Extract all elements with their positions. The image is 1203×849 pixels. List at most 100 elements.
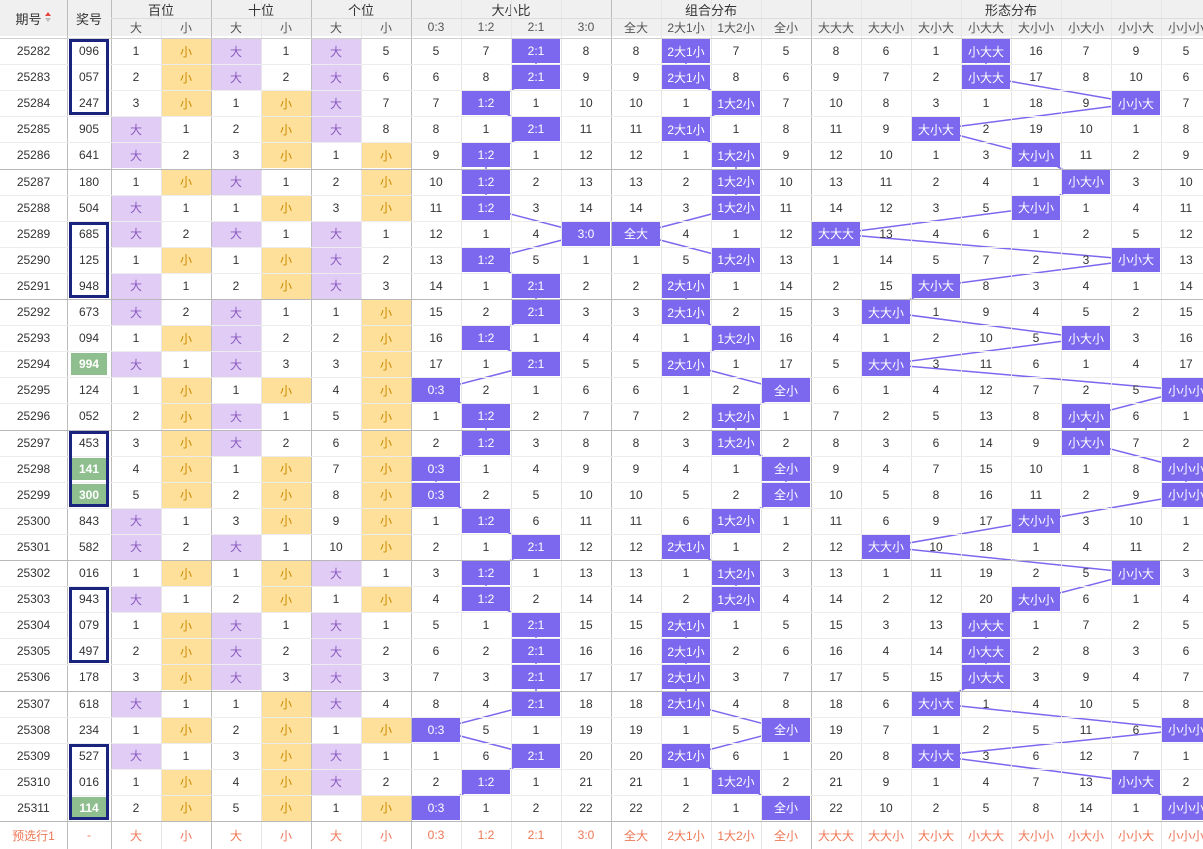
trend-cell: 1大2小 xyxy=(712,769,760,794)
trend-cell: 小大大 xyxy=(962,39,1010,64)
trend-cell: 1 xyxy=(232,252,240,267)
trend-cell: 小 xyxy=(161,664,211,691)
trend-cell: 1 xyxy=(482,539,490,554)
preselect-option[interactable]: 全小 xyxy=(773,828,798,843)
trend-cell: 14 xyxy=(1179,278,1193,293)
preselect-option[interactable]: 大大大 xyxy=(817,828,854,843)
trend-cell: 17 xyxy=(979,513,993,528)
preselect-option[interactable]: 大小大 xyxy=(917,828,954,843)
trend-cell: 5 xyxy=(532,252,540,267)
prize-number-cell: 497 xyxy=(78,644,100,659)
trend-cell: 3 xyxy=(382,670,390,685)
trend-cell: 小 xyxy=(261,690,311,717)
preselect-option[interactable]: 2大1小 xyxy=(667,828,705,843)
preselect-option[interactable]: 1:2 xyxy=(477,828,495,842)
period-cell: 25307 xyxy=(16,696,51,711)
trend-cell: 6 xyxy=(632,383,640,398)
trend-cell: 1 xyxy=(1082,200,1090,215)
trend-cell: 9 xyxy=(782,148,790,163)
trend-cell: 3 xyxy=(532,435,540,450)
trend-cell: 2 xyxy=(382,774,390,789)
trend-cell: 9 xyxy=(1032,435,1040,450)
sub-header-6: 0:3 xyxy=(411,18,461,36)
preselect-option[interactable]: 1大2小 xyxy=(717,828,755,843)
preselect-option[interactable]: 大 xyxy=(129,828,142,843)
preselect-option[interactable]: 0:3 xyxy=(427,828,445,842)
trend-cell: 8 xyxy=(982,278,990,293)
trend-cell: 1 xyxy=(1032,618,1040,633)
sub-header-12: 1大2小 xyxy=(711,18,761,36)
trend-cell: 15 xyxy=(829,618,843,633)
preselect-option[interactable]: 小 xyxy=(379,828,392,843)
trend-cell: 6 xyxy=(682,513,690,528)
trend-cell: 10 xyxy=(329,539,343,554)
trend-cell: 大 xyxy=(111,586,161,613)
preselect-option[interactable]: 小小小 xyxy=(1167,828,1203,843)
grid-divider xyxy=(911,0,912,849)
preselect-option[interactable]: 大大小 xyxy=(867,828,904,843)
prize-number-cell: 016 xyxy=(78,774,100,789)
preselect-option[interactable]: 小小大 xyxy=(1117,828,1154,843)
trend-cell: 2:1 xyxy=(512,300,560,325)
sub-header-8: 2:1 xyxy=(511,18,561,36)
trend-cell: 6 xyxy=(832,383,840,398)
trend-cell: 1 xyxy=(482,461,490,476)
trend-cell: 6 xyxy=(882,513,890,528)
trend-cell: 8 xyxy=(632,435,640,450)
preselect-option[interactable]: 小 xyxy=(179,828,192,843)
period-cell: 25310 xyxy=(16,774,51,789)
preselect-option[interactable]: 全大 xyxy=(623,828,648,843)
period-header[interactable]: 期号 xyxy=(0,0,67,36)
preselect-option[interactable]: 大小小 xyxy=(1017,828,1054,843)
grid-divider xyxy=(0,743,1203,744)
trend-cell: 大小大 xyxy=(912,273,960,298)
trend-cell: 1:2 xyxy=(462,769,510,794)
trend-cell: 18 xyxy=(1029,96,1043,111)
trend-cell: 4 xyxy=(532,226,540,241)
trend-cell: 5 xyxy=(782,44,790,59)
grid-divider xyxy=(0,169,1203,170)
trend-cell: 16 xyxy=(629,644,643,659)
trend-cell: 13 xyxy=(629,566,643,581)
trend-cell: 1 xyxy=(1032,539,1040,554)
prize-number-cell: 178 xyxy=(78,670,100,685)
preselect-label[interactable]: 预选行1 xyxy=(12,828,55,843)
trend-cell: 14 xyxy=(779,278,793,293)
trend-cell: 5 xyxy=(1132,383,1140,398)
preselect-option[interactable]: 大 xyxy=(229,828,242,843)
prize-number-cell: 905 xyxy=(78,122,100,137)
trend-cell: 大 xyxy=(111,272,161,299)
grid-divider xyxy=(0,456,1203,457)
grid-divider xyxy=(0,508,1203,509)
grid-divider xyxy=(0,664,1203,665)
trend-cell: 小小小 xyxy=(1162,795,1203,820)
trend-cell: 大 xyxy=(211,325,261,352)
trend-cell: 5 xyxy=(1032,331,1040,346)
trend-cell: 3 xyxy=(532,200,540,215)
trend-cell: 2 xyxy=(432,435,440,450)
grid-divider xyxy=(0,325,1203,326)
sort-up-down-icon[interactable] xyxy=(44,11,52,26)
trend-cell: 7 xyxy=(482,44,490,59)
trend-cell: 20 xyxy=(579,748,593,763)
preselect-option[interactable]: 3:0 xyxy=(577,828,595,842)
preselect-option[interactable]: 2:1 xyxy=(527,828,545,842)
trend-cell: 16 xyxy=(1179,331,1193,346)
trend-cell: 大 xyxy=(311,90,361,117)
trend-cell: 1 xyxy=(282,226,290,241)
prize-number-cell: 125 xyxy=(78,252,100,267)
trend-cell: 6 xyxy=(1182,644,1190,659)
trend-cell: 17 xyxy=(779,357,793,372)
trend-cell: 3 xyxy=(932,357,940,372)
preselect-option[interactable]: 大 xyxy=(329,828,342,843)
trend-cell: 小小大 xyxy=(1112,247,1160,272)
preselect-option[interactable]: 小大小 xyxy=(1067,828,1104,843)
preselect-option[interactable]: 小 xyxy=(279,828,292,843)
trend-cell: 8 xyxy=(432,122,440,137)
trend-cell: 大 xyxy=(311,664,361,691)
preselect-option[interactable]: 小大大 xyxy=(967,828,1004,843)
grid-divider xyxy=(161,0,162,849)
trend-cell: 12 xyxy=(779,226,793,241)
trend-cell: 6 xyxy=(1182,70,1190,85)
trend-cell: 11 xyxy=(979,357,993,372)
